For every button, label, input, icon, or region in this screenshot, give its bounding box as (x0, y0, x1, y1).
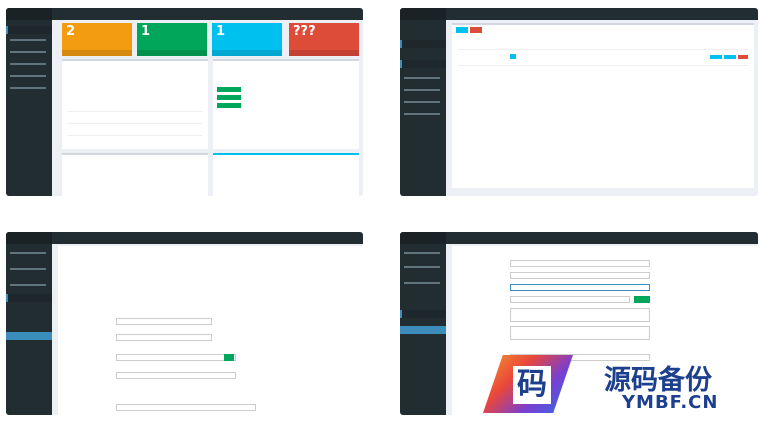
stat-value: 1 (216, 24, 226, 39)
input[interactable] (116, 404, 256, 411)
logo (6, 8, 52, 20)
input[interactable] (116, 318, 212, 325)
grid-line (68, 135, 202, 136)
stat-box: ??? (289, 23, 359, 56)
top-bar (400, 8, 758, 20)
logo (400, 232, 446, 244)
top-bar (6, 8, 363, 20)
button[interactable] (456, 27, 468, 33)
input[interactable] (510, 296, 630, 303)
row-line (458, 49, 748, 50)
logo (6, 232, 52, 244)
menu-item[interactable] (400, 40, 446, 48)
info-box (213, 59, 359, 149)
form (58, 246, 363, 415)
menu-item[interactable] (400, 60, 446, 68)
list-screenshot (400, 8, 758, 196)
watermark-logo-char: 码 (513, 366, 551, 404)
stat-footer[interactable] (137, 50, 207, 56)
menu-item[interactable] (10, 87, 46, 89)
menu-item[interactable] (404, 282, 440, 284)
grid-line (68, 123, 202, 124)
row-line (458, 65, 748, 66)
settings-screenshot (6, 232, 363, 415)
menu-item[interactable] (10, 75, 46, 77)
button[interactable] (710, 55, 722, 59)
watermark-name: 源码备份 (604, 365, 712, 396)
menu-item[interactable] (6, 294, 52, 302)
menu-item[interactable] (10, 63, 46, 65)
chart-box (62, 59, 208, 149)
input[interactable] (510, 284, 650, 291)
stat-box: 1 (137, 23, 207, 56)
label (217, 87, 241, 92)
sidebar (400, 20, 446, 196)
menu-item[interactable] (400, 326, 446, 334)
grid-line (68, 111, 202, 112)
info-box (62, 153, 208, 196)
sidebar (400, 244, 446, 415)
input[interactable] (510, 308, 650, 322)
widgets-box (213, 153, 359, 196)
logo (400, 8, 446, 20)
menu-item[interactable] (404, 89, 440, 91)
input[interactable] (510, 326, 650, 340)
top-bar (400, 232, 758, 244)
button[interactable] (470, 27, 482, 33)
menu-item[interactable] (404, 113, 440, 115)
button[interactable] (224, 354, 234, 361)
input[interactable] (116, 334, 212, 341)
menu-item[interactable] (404, 266, 440, 268)
input[interactable] (116, 354, 236, 361)
menu-item[interactable] (404, 252, 440, 254)
menu-item[interactable] (10, 39, 46, 41)
stat-value: 1 (141, 24, 151, 39)
menu-item[interactable] (6, 26, 52, 34)
input[interactable] (510, 272, 650, 279)
stat-value: ??? (293, 24, 316, 39)
menu-item[interactable] (10, 268, 46, 270)
stat-value: 2 (66, 24, 76, 39)
label (217, 95, 241, 100)
stat-footer[interactable] (62, 50, 132, 56)
menu-item[interactable] (404, 77, 440, 79)
menu-item[interactable] (404, 101, 440, 103)
stat-box: 2 (62, 23, 132, 56)
table-box (452, 23, 754, 188)
sidebar (6, 20, 52, 196)
menu-item[interactable] (6, 332, 52, 340)
input[interactable] (116, 372, 236, 379)
label (217, 103, 241, 108)
menu-item[interactable] (10, 284, 46, 286)
stat-footer[interactable] (212, 50, 282, 56)
sidebar (6, 244, 52, 415)
button[interactable] (634, 296, 650, 303)
menu-item[interactable] (400, 310, 446, 318)
menu-item[interactable] (10, 252, 46, 254)
menu-item[interactable] (10, 51, 46, 53)
stat-box: 1 (212, 23, 282, 56)
tag (510, 54, 516, 59)
stat-footer[interactable] (289, 50, 359, 56)
button[interactable] (738, 55, 748, 59)
dashboard-screenshot: 2 1 1 ??? (6, 8, 363, 196)
watermark-domain: YMBF.CN (622, 392, 719, 413)
top-bar (6, 232, 363, 244)
select[interactable] (510, 260, 650, 267)
button[interactable] (724, 55, 736, 59)
